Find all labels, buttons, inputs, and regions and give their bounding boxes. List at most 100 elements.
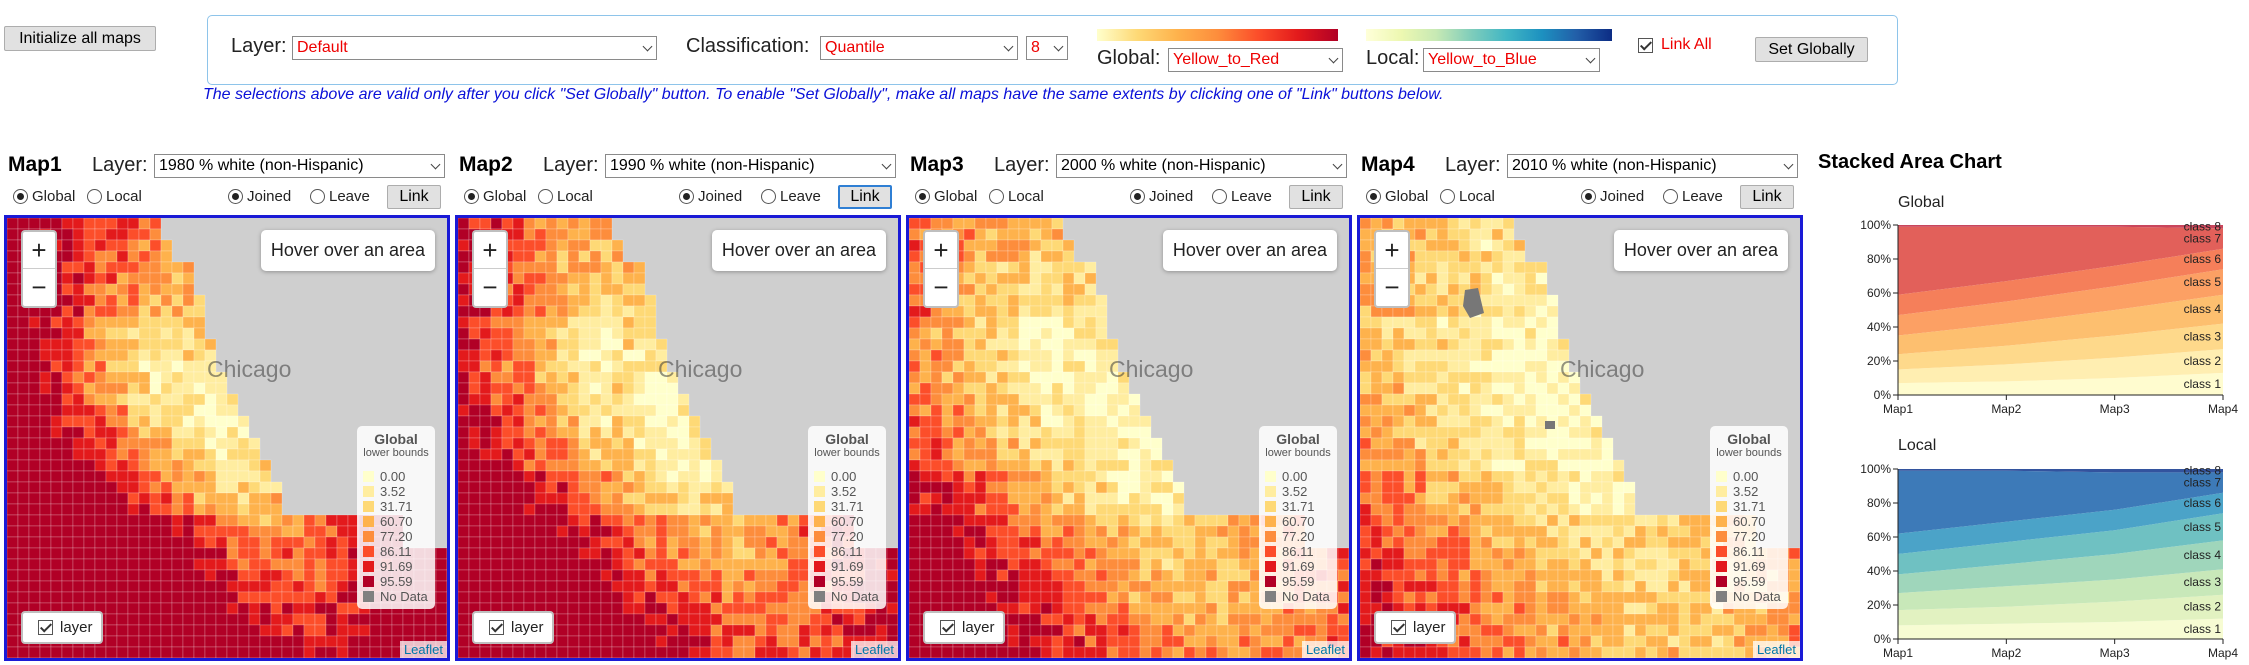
- tract-polygon[interactable]: [1469, 327, 1482, 340]
- tract-polygon[interactable]: [215, 503, 228, 516]
- tract-polygon[interactable]: [501, 415, 514, 428]
- tract-polygon[interactable]: [490, 218, 503, 230]
- tract-polygon[interactable]: [1579, 536, 1592, 549]
- tract-polygon[interactable]: [1458, 448, 1471, 461]
- tract-polygon[interactable]: [974, 415, 987, 428]
- zoom-out-button[interactable]: −: [31, 272, 47, 302]
- tract-polygon[interactable]: [655, 525, 668, 538]
- tract-polygon[interactable]: [578, 272, 591, 285]
- tract-polygon[interactable]: [281, 525, 294, 538]
- tract-polygon[interactable]: [1029, 459, 1042, 472]
- tract-polygon[interactable]: [941, 525, 954, 538]
- tract-polygon[interactable]: [1491, 218, 1504, 230]
- tract-polygon[interactable]: [1370, 646, 1383, 658]
- tract-polygon[interactable]: [1128, 426, 1141, 439]
- zoom-out-button[interactable]: −: [482, 272, 498, 302]
- tract-polygon[interactable]: [61, 492, 74, 505]
- tract-polygon[interactable]: [909, 239, 921, 252]
- tract-polygon[interactable]: [1128, 492, 1141, 505]
- tract-polygon[interactable]: [1469, 228, 1482, 241]
- tract-polygon[interactable]: [930, 437, 943, 450]
- tract-polygon[interactable]: [259, 635, 272, 648]
- tract-polygon[interactable]: [17, 448, 30, 461]
- tract-polygon[interactable]: [1590, 547, 1603, 560]
- tract-polygon[interactable]: [842, 657, 855, 661]
- tract-polygon[interactable]: [974, 448, 987, 461]
- tract-polygon[interactable]: [1590, 602, 1603, 615]
- tract-polygon[interactable]: [105, 624, 118, 637]
- tract-polygon[interactable]: [72, 503, 85, 516]
- tract-polygon[interactable]: [589, 261, 602, 274]
- tract-polygon[interactable]: [479, 657, 492, 661]
- tract-polygon[interactable]: [149, 316, 162, 329]
- tract-polygon[interactable]: [710, 470, 723, 483]
- tract-polygon[interactable]: [479, 393, 492, 406]
- tract-polygon[interactable]: [39, 591, 52, 604]
- tract-polygon[interactable]: [105, 591, 118, 604]
- tract-polygon[interactable]: [1447, 525, 1460, 538]
- tract-polygon[interactable]: [534, 547, 547, 560]
- tract-polygon[interactable]: [1029, 503, 1042, 516]
- tract-polygon[interactable]: [1029, 228, 1042, 241]
- tract-polygon[interactable]: [490, 514, 503, 527]
- tract-polygon[interactable]: [83, 426, 96, 439]
- tract-polygon[interactable]: [204, 448, 217, 461]
- tract-polygon[interactable]: [1227, 591, 1240, 604]
- tract-polygon[interactable]: [1447, 547, 1460, 560]
- tract-polygon[interactable]: [1623, 536, 1636, 549]
- tract-polygon[interactable]: [1381, 437, 1394, 450]
- tract-polygon[interactable]: [1139, 459, 1152, 472]
- tract-polygon[interactable]: [83, 525, 96, 538]
- tract-polygon[interactable]: [28, 536, 41, 549]
- tract-polygon[interactable]: [611, 591, 624, 604]
- tract-polygon[interactable]: [226, 481, 239, 494]
- tract-polygon[interactable]: [1634, 635, 1647, 648]
- tract-polygon[interactable]: [963, 481, 976, 494]
- tract-polygon[interactable]: [688, 580, 701, 593]
- tract-polygon[interactable]: [1051, 338, 1064, 351]
- tract-polygon[interactable]: [1381, 536, 1394, 549]
- tract-polygon[interactable]: [1007, 283, 1020, 296]
- tract-polygon[interactable]: [611, 305, 624, 318]
- tract-polygon[interactable]: [1018, 415, 1031, 428]
- tract-polygon[interactable]: [1360, 404, 1372, 417]
- tract-polygon[interactable]: [567, 646, 580, 658]
- tract-polygon[interactable]: [710, 481, 723, 494]
- tract-polygon[interactable]: [545, 459, 558, 472]
- tract-polygon[interactable]: [611, 327, 624, 340]
- tract-polygon[interactable]: [1370, 558, 1383, 571]
- tract-polygon[interactable]: [545, 360, 558, 373]
- tract-polygon[interactable]: [61, 536, 74, 549]
- tract-polygon[interactable]: [204, 536, 217, 549]
- tract-polygon[interactable]: [1370, 218, 1383, 230]
- tract-polygon[interactable]: [611, 646, 624, 658]
- tract-polygon[interactable]: [688, 415, 701, 428]
- tract-polygon[interactable]: [1502, 470, 1515, 483]
- tract-polygon[interactable]: [39, 470, 52, 483]
- tract-polygon[interactable]: [952, 657, 965, 661]
- tract-polygon[interactable]: [314, 613, 327, 626]
- tract-polygon[interactable]: [1480, 272, 1493, 285]
- tract-polygon[interactable]: [523, 218, 536, 230]
- tract-polygon[interactable]: [1524, 415, 1537, 428]
- tract-polygon[interactable]: [996, 316, 1009, 329]
- tract-polygon[interactable]: [721, 635, 734, 648]
- tract-polygon[interactable]: [1634, 646, 1647, 658]
- tract-polygon[interactable]: [567, 624, 580, 637]
- tract-polygon[interactable]: [182, 272, 195, 285]
- tract-polygon[interactable]: [1546, 470, 1559, 483]
- tract-polygon[interactable]: [259, 602, 272, 615]
- tract-polygon[interactable]: [1040, 305, 1053, 318]
- tract-polygon[interactable]: [1238, 514, 1251, 527]
- tract-polygon[interactable]: [303, 657, 316, 661]
- tract-polygon[interactable]: [116, 228, 129, 241]
- tract-polygon[interactable]: [1095, 657, 1108, 661]
- tract-polygon[interactable]: [1502, 228, 1515, 241]
- tract-polygon[interactable]: [1491, 492, 1504, 505]
- tract-polygon[interactable]: [776, 646, 789, 658]
- tract-polygon[interactable]: [545, 305, 558, 318]
- tract-polygon[interactable]: [292, 580, 305, 593]
- tract-polygon[interactable]: [1095, 547, 1108, 560]
- tract-polygon[interactable]: [1491, 459, 1504, 472]
- tract-polygon[interactable]: [303, 580, 316, 593]
